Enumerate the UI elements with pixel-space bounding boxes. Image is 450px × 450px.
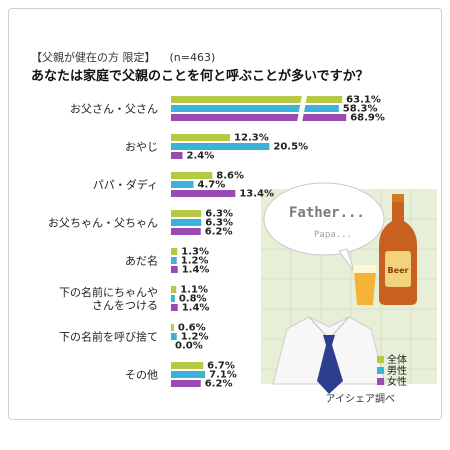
data-label: 4.7%: [198, 180, 226, 191]
data-label: 1.2%: [181, 256, 209, 267]
bar: [171, 286, 177, 293]
bar: [171, 96, 343, 103]
bar: [171, 333, 177, 340]
category-label: 下の名前を呼び捨て: [59, 330, 158, 344]
data-label: 63.1%: [346, 95, 381, 106]
bubble-text-main: Father...: [289, 205, 365, 221]
bar: [171, 371, 206, 378]
data-label: 6.2%: [205, 227, 233, 238]
bar: [171, 380, 201, 387]
beer-bottle-icon: Beer: [379, 194, 417, 305]
data-label: 1.3%: [181, 247, 209, 258]
data-label: 8.6%: [216, 171, 244, 182]
category-label: お父さん・父さん: [70, 103, 158, 116]
data-label: 1.4%: [182, 303, 210, 314]
bars-layer: お父さん・父さん 63.1%58.3%68.9% おやじ 12.3% 20.5% 2.4%…: [48, 92, 385, 390]
bar: [171, 190, 236, 197]
data-label: 0.8%: [179, 294, 207, 305]
category-label: おやじ: [125, 141, 158, 154]
sample-size: (n=463): [169, 51, 216, 64]
chart-subtitle: 【父親が健在の方 限定】 (n=463): [31, 49, 215, 65]
data-label: 13.4%: [239, 189, 274, 200]
legend-label: 男性: [387, 364, 407, 377]
data-label: 58.3%: [343, 104, 378, 115]
category-label: 下の名前にちゃんや: [59, 285, 158, 299]
legend-label: 女性: [387, 375, 407, 388]
bottle-label: Beer: [388, 266, 409, 275]
data-label: 20.5%: [273, 142, 308, 153]
data-label: 1.4%: [182, 265, 210, 276]
category-label: その他: [125, 369, 158, 382]
legend-swatch: [377, 356, 384, 363]
category-label: あだ名: [125, 254, 158, 268]
beer-glass-icon: [353, 265, 377, 305]
data-label: 1.2%: [181, 332, 209, 343]
data-label: 0.0%: [175, 341, 203, 352]
legend-swatch: [377, 378, 384, 385]
data-label: 7.1%: [209, 370, 237, 381]
data-label: 1.1%: [180, 285, 208, 296]
bar: [171, 228, 201, 235]
bar: [171, 295, 175, 302]
data-label: 12.3%: [234, 133, 269, 144]
bar: [171, 172, 213, 179]
bubble-text-sub: Papa...: [314, 230, 352, 240]
bar: [171, 304, 178, 311]
axis-break-mark: [296, 92, 308, 126]
speech-bubble: Father... Papa...: [263, 182, 385, 272]
data-label: 68.9%: [350, 113, 385, 124]
bar: [171, 362, 204, 369]
bar: [171, 257, 177, 264]
data-label: 6.2%: [205, 379, 233, 390]
data-label: 0.6%: [178, 323, 206, 334]
bar: [171, 114, 347, 121]
bar: [171, 143, 270, 150]
bar: [171, 181, 194, 188]
chart-title: あなたは家庭で父親のことを何と呼ぶことが多いですか？: [31, 69, 369, 84]
category-label: さんをつける: [92, 299, 158, 312]
chart-card: Father... Papa... Beer お父さん・父さん 63.1% 58.3…: [8, 8, 442, 420]
category-label: お父ちゃん・父ちゃん: [48, 217, 158, 230]
bar: [171, 248, 178, 255]
bar-chart: Father... Papa... Beer お父さん・父さん 63.1%58.3…: [48, 92, 437, 394]
bar: [171, 105, 339, 112]
bar: [171, 219, 202, 226]
bar: [171, 134, 231, 141]
shirt-and-tie-icon: [272, 316, 386, 394]
category-label: パパ・ダディ: [93, 178, 158, 192]
bar: [171, 152, 183, 159]
bar: [171, 210, 202, 217]
data-label: 6.3%: [205, 209, 233, 220]
source-note: アイシェア調べ: [325, 394, 396, 405]
data-label: 2.4%: [187, 151, 215, 162]
legend-swatch: [377, 367, 384, 374]
legend-label: 全体: [387, 353, 407, 366]
subtitle-text: 【父親が健在の方 限定】: [31, 51, 156, 64]
data-label: 6.7%: [207, 361, 235, 372]
bar: [171, 266, 178, 273]
bar: [171, 324, 174, 331]
data-label: 6.3%: [205, 218, 233, 229]
